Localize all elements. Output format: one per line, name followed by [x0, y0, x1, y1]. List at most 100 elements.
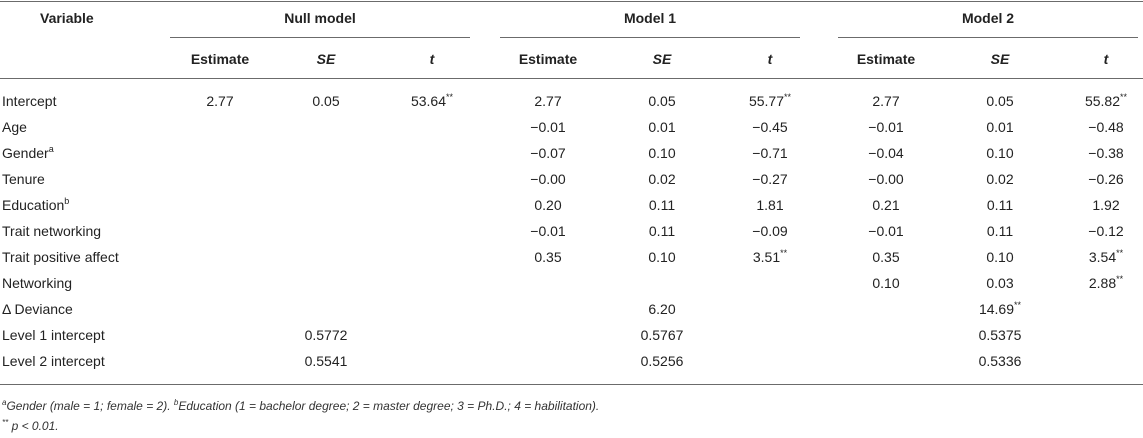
- fit-value: 0.5772: [281, 326, 371, 344]
- rule-bottom: [0, 384, 1143, 385]
- table-cell: 0.11: [617, 196, 707, 214]
- table-row: Trait positive affect 0.35 0.10 3.51** 0.35 0…: [0, 248, 1143, 270]
- cell-value: −0.01: [868, 223, 904, 239]
- cell-value: 2.77: [534, 93, 562, 109]
- cell-value: −0.71: [752, 145, 788, 161]
- cell-value: 0.35: [534, 249, 562, 265]
- subheader-t: t: [1103, 51, 1109, 67]
- fit-value: 14.69**: [955, 300, 1045, 318]
- table-cell: 3.54**: [1061, 248, 1143, 266]
- fit-value-text: 0.5375: [978, 327, 1022, 343]
- cell-value: 0.01: [986, 119, 1014, 135]
- table-cell: −0.27: [725, 170, 815, 188]
- table-cell: 2.77: [503, 92, 593, 110]
- cell-value: 2.77: [872, 93, 900, 109]
- table-cell: 0.21: [841, 196, 931, 214]
- cell-value: 0.10: [648, 145, 676, 161]
- cell-value: −0.26: [1088, 171, 1124, 187]
- row-label-text: Intercept: [2, 93, 57, 109]
- table-cell: 0.10: [955, 144, 1045, 162]
- cell-value: −0.12: [1088, 223, 1124, 239]
- fit-row-label: Level 1 intercept: [2, 327, 105, 343]
- rule-model-2: [838, 37, 1138, 38]
- fit-row: Δ Deviance 6.20 14.69**: [0, 300, 1143, 322]
- cell-value: 55.77: [748, 93, 785, 109]
- cell-value: 0.02: [648, 171, 676, 187]
- table-cell: 0.10: [955, 248, 1045, 266]
- fit-value-text: 6.20: [648, 301, 676, 317]
- table-row: Tenure −0.00 0.02 −0.27 −0.00 0.02 −0.26: [0, 170, 1143, 192]
- cell-value: 2.77: [206, 93, 234, 109]
- cell-value: 3.51: [752, 249, 781, 265]
- fit-value: 0.5767: [617, 326, 707, 344]
- subheader-estimate: Estimate: [518, 51, 578, 67]
- table-cell: 0.10: [617, 144, 707, 162]
- table-cell: −0.45: [725, 118, 815, 136]
- header-variable: Variable: [40, 10, 94, 26]
- fit-row: Level 2 intercept 0.5541 0.5256 0.5336: [0, 352, 1143, 374]
- cell-value: −0.48: [1088, 119, 1124, 135]
- table-cell: 2.77: [175, 92, 265, 110]
- subheader-estimate: Estimate: [190, 51, 250, 67]
- cell-value: 0.10: [986, 145, 1014, 161]
- subheader-t: t: [767, 51, 773, 67]
- cell-value: −0.00: [868, 171, 904, 187]
- row-label: Trait networking: [2, 222, 101, 240]
- cell-value: 0.21: [872, 197, 900, 213]
- cell-value: 0.11: [648, 197, 676, 213]
- cell-value: −0.01: [868, 119, 904, 135]
- header-model-1: Model 1: [623, 10, 677, 26]
- cell-value: 0.11: [986, 223, 1014, 239]
- cell-value: −0.45: [752, 119, 788, 135]
- footnote-a-marker: a: [2, 398, 7, 407]
- cell-value: −0.01: [530, 223, 566, 239]
- fit-value-text: 14.69: [978, 301, 1015, 317]
- footnote-p-text: p < 0.01.: [8, 419, 59, 433]
- cell-value: −0.00: [530, 171, 566, 187]
- fit-value: 0.5541: [281, 352, 371, 370]
- table-cell: 0.02: [617, 170, 707, 188]
- subheader-se: SE: [652, 51, 672, 67]
- row-label-text: Tenure: [2, 171, 45, 187]
- fit-value-text: 0.5772: [304, 327, 348, 343]
- row-label-text: Gender: [2, 145, 49, 161]
- table-cell: −0.01: [841, 222, 931, 240]
- table-cell: 0.35: [503, 248, 593, 266]
- header-model-2: Model 2: [961, 10, 1015, 26]
- table-cell: 0.01: [617, 118, 707, 136]
- table-cell: 0.05: [955, 92, 1045, 110]
- table-row: Intercept 2.77 0.05 53.64** 2.77 0.05 55.77 ** 2…: [0, 92, 1143, 114]
- cell-value: 2.88: [1088, 275, 1117, 291]
- subheader-se: SE: [316, 51, 336, 67]
- table-cell: −0.00: [841, 170, 931, 188]
- significance-stars: **: [1116, 248, 1124, 258]
- table-cell: 2.77: [841, 92, 931, 110]
- table-cell: 0.35: [841, 248, 931, 266]
- table-row: Trait networking −0.01 0.11 −0.09 −0.01 0.11 −…: [0, 222, 1143, 244]
- row-label-text: Age: [2, 119, 27, 135]
- cell-value: 55.82: [1084, 93, 1121, 109]
- cell-value: 0.05: [986, 93, 1014, 109]
- row-label-text: Trait networking: [2, 223, 102, 239]
- significance-stars: **: [1116, 274, 1124, 284]
- cell-value: 0.02: [986, 171, 1014, 187]
- significance-stars: **: [1120, 92, 1128, 102]
- rule-top: [0, 1, 1143, 2]
- cell-value: −0.01: [530, 119, 566, 135]
- significance-stars: **: [446, 92, 454, 102]
- footnote-b-marker: b: [173, 398, 179, 407]
- cell-value: 0.01: [648, 119, 676, 135]
- table-cell: −0.07: [503, 144, 593, 162]
- table-cell: −0.48: [1061, 118, 1143, 136]
- table-cell: 0.11: [617, 222, 707, 240]
- table-cell: −0.71: [725, 144, 815, 162]
- header-null-model: Null model: [284, 10, 356, 26]
- table-cell: 0.05: [281, 92, 371, 110]
- cell-value: 1.92: [1092, 197, 1120, 213]
- table-cell: −0.01: [841, 118, 931, 136]
- fit-value-text: 0.5541: [304, 353, 348, 369]
- table-cell: 53.64**: [387, 92, 477, 110]
- row-label: Networking: [2, 274, 72, 292]
- table-cell: −0.01: [503, 118, 593, 136]
